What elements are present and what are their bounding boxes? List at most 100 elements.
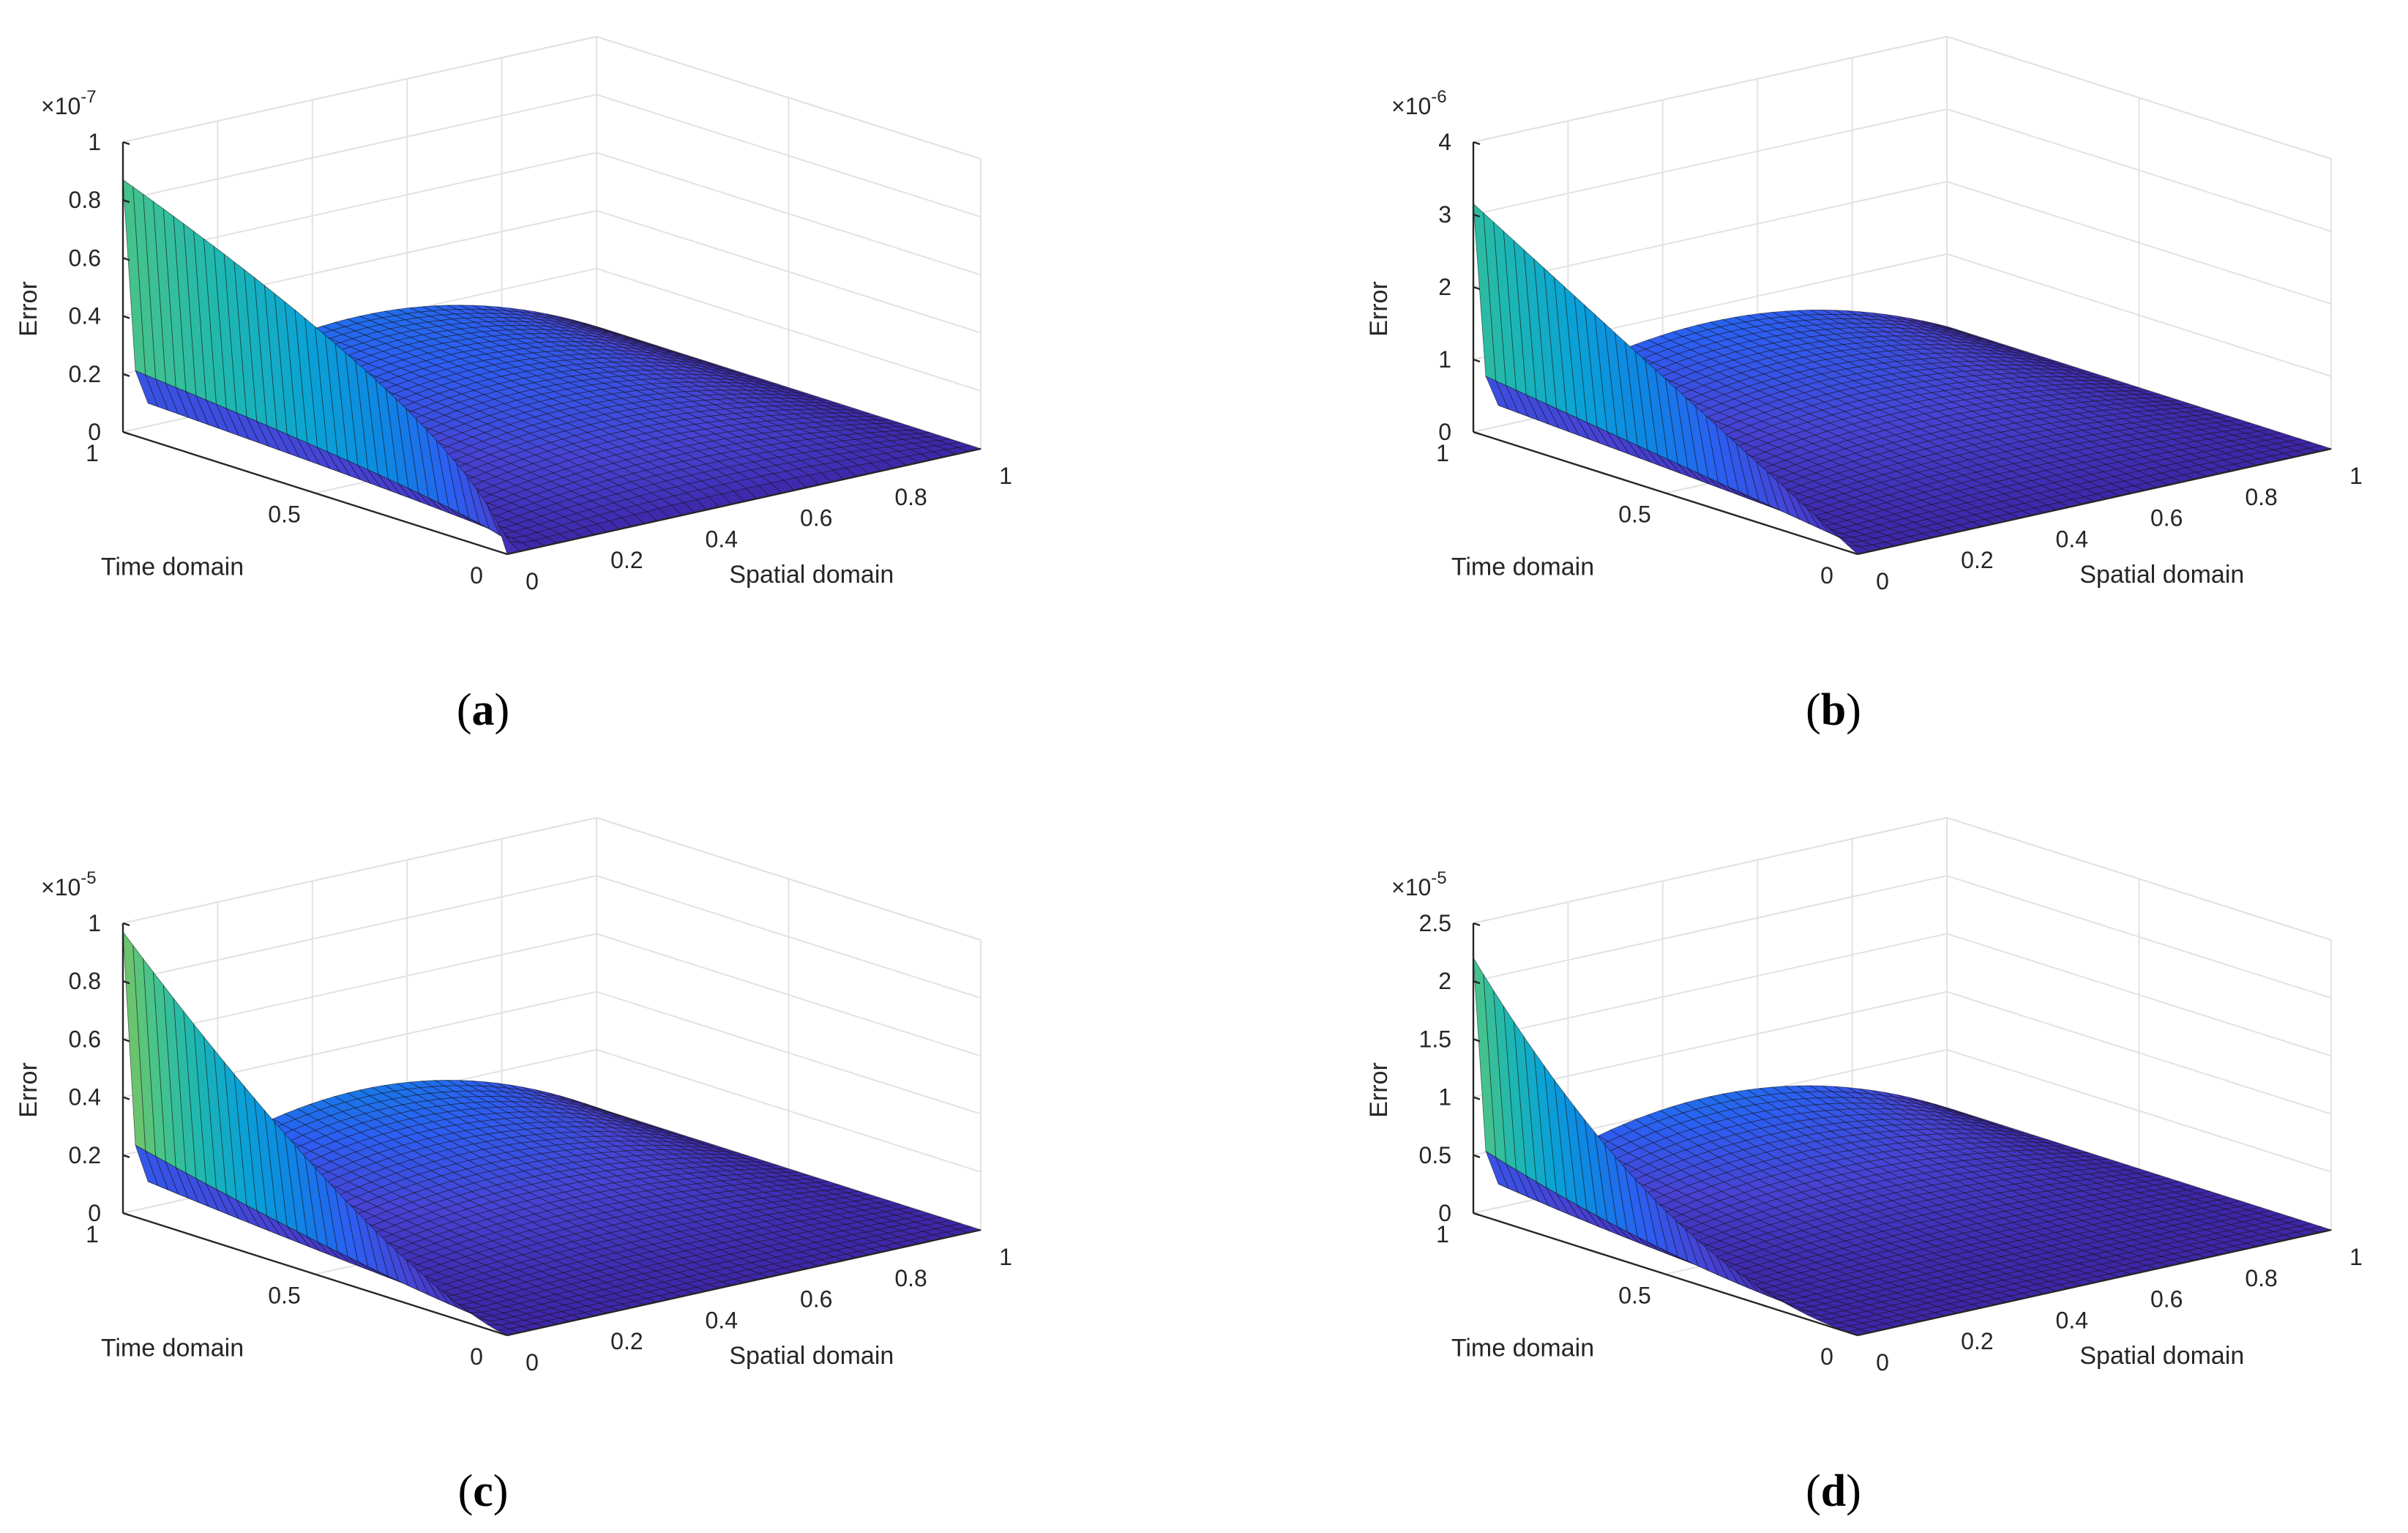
z-tick-label: 0 [88, 419, 101, 445]
z-tick [122, 1154, 130, 1158]
x-tick-label: 0.2 [1961, 547, 1993, 573]
label-close-paren: ) [495, 685, 510, 735]
label-close-paren: ) [493, 1466, 509, 1516]
x-tick-label: 0.8 [894, 1265, 927, 1291]
z-gridline [122, 35, 981, 160]
x-tick-label: 1 [999, 463, 1012, 489]
x-tick-label: 1 [999, 1244, 1012, 1270]
surface-b [1473, 203, 2333, 555]
z-exponent-power: -6 [1431, 87, 1446, 107]
y-axis-label: Time domain [101, 1335, 244, 1362]
z-exponent-base: ×10 [41, 93, 81, 119]
z-exponent: ×10-5 [41, 868, 97, 900]
z-axis-label: Error [1365, 281, 1393, 337]
y-tick-label: 0 [470, 562, 483, 589]
z-tick [122, 430, 130, 436]
label-letter: a [472, 685, 495, 735]
label-open-paren: ( [457, 685, 472, 735]
z-axis-label: Error [15, 281, 42, 337]
x-axis-label: Spatial domain [729, 561, 894, 589]
box-top-edge [1473, 816, 2332, 941]
z-tick-label: 0.8 [69, 968, 101, 994]
x-tick-label: 0.6 [800, 1286, 832, 1313]
z-exponent: ×10-6 [1391, 87, 1447, 119]
y-tick-label: 1 [86, 440, 99, 466]
label-open-paren: ( [1806, 685, 1821, 735]
x-axis-label: Spatial domain [2079, 561, 2244, 589]
x-tick-label: 0 [1876, 568, 1889, 594]
y-tick-label: 0 [1820, 562, 1833, 589]
subfigure-label: (c) [458, 1466, 509, 1516]
z-gridline [1473, 180, 2332, 305]
box-top-edge [122, 816, 981, 941]
label-close-paren: ) [1846, 685, 1861, 735]
z-tick-label: 0.4 [69, 303, 101, 329]
y-tick-label: 0.5 [268, 501, 300, 528]
z-exponent-power: -5 [81, 868, 96, 888]
x-tick-label: 1 [2349, 463, 2363, 489]
z-tick [122, 199, 130, 204]
y-axis-label: Time domain [101, 553, 244, 581]
z-exponent-power: -7 [81, 87, 96, 107]
x-tick-label: 0 [526, 568, 539, 594]
z-axis-label: Error [15, 1062, 42, 1118]
z-exponent-base: ×10 [41, 874, 81, 900]
z-exponent: ×10-7 [41, 87, 97, 119]
x-tick-label: 0.6 [2150, 505, 2183, 531]
surface-a [122, 179, 982, 555]
x-tick-label: 0.6 [800, 505, 832, 531]
z-gridline [122, 816, 981, 941]
surface-c [122, 930, 982, 1336]
y-tick-label: 1 [1436, 440, 1449, 466]
y-axis [1473, 430, 1858, 556]
x-tick-label: 0.8 [894, 484, 927, 510]
z-tick-label: 4 [1438, 129, 1451, 155]
z-exponent-base: ×10 [1391, 93, 1431, 119]
z-tick [122, 257, 130, 261]
x-tick-label: 0 [526, 1349, 539, 1376]
y-tick-label: 0.5 [1618, 501, 1650, 528]
label-letter: b [1821, 685, 1846, 735]
x-axis [506, 447, 981, 556]
z-tick-label: 0.8 [69, 187, 101, 213]
z-tick-label: 0.6 [69, 1026, 101, 1052]
z-tick-label: 0.2 [69, 361, 101, 387]
z-tick-label: 0.6 [69, 245, 101, 271]
z-tick-label: 3 [1438, 201, 1451, 228]
z-tick-label: 0.2 [69, 1142, 101, 1168]
y-tick-label: 0 [470, 1343, 483, 1370]
axes-a: 0 0.2 0.4 0.6 0.8 1 ×10-7 Error 0 0.5 1 Time domain… [15, 87, 1012, 594]
x-tick-label: 0.8 [2245, 484, 2277, 510]
z-tick [122, 141, 130, 146]
z-tick [1473, 141, 1481, 146]
z-tick [1473, 213, 1481, 218]
z-tick-label: 1 [1438, 346, 1451, 373]
x-tick-label: 0.2 [610, 547, 643, 573]
panel-a: 0 0.2 0.4 0.6 0.8 1 ×10-7 Error 0 0.5 1 Time domain… [15, 35, 1012, 735]
z-tick [122, 922, 130, 927]
x-tick-label: 0.2 [610, 1328, 643, 1354]
subfigure-label: (a) [457, 685, 509, 735]
y-axis [122, 430, 508, 556]
z-tick [122, 1096, 130, 1100]
z-tick [122, 315, 130, 319]
z-tick [1473, 430, 1481, 436]
label-letter: c [473, 1466, 493, 1516]
z-gridline [1473, 35, 2332, 160]
z-tick-label: 1 [88, 910, 101, 936]
x-axis-label: Spatial domain [729, 1342, 894, 1370]
z-tick-label: 0 [1438, 419, 1451, 445]
z-tick-label: 0.4 [69, 1084, 101, 1111]
x-tick-label: 0.4 [706, 1307, 738, 1333]
subfigure-label: (b) [1806, 685, 1861, 735]
x-tick-label: 0.4 [2056, 526, 2088, 552]
box-top-edge [1473, 35, 2332, 160]
y-tick-label: 1 [86, 1221, 99, 1247]
x-axis [1857, 447, 2332, 556]
z-tick [1473, 286, 1481, 291]
z-gridline [1473, 816, 2332, 941]
